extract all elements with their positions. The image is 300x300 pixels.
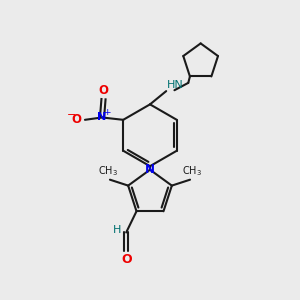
Text: N: N	[98, 112, 107, 122]
Text: HN: HN	[167, 80, 184, 90]
Text: +: +	[103, 108, 111, 117]
Text: CH$_3$: CH$_3$	[182, 164, 202, 178]
Text: O: O	[121, 253, 131, 266]
Text: O: O	[98, 84, 109, 97]
Text: −: −	[67, 110, 76, 119]
Text: N: N	[145, 163, 155, 176]
Text: H: H	[112, 225, 121, 235]
Text: CH$_3$: CH$_3$	[98, 164, 118, 178]
Text: O: O	[71, 113, 81, 126]
